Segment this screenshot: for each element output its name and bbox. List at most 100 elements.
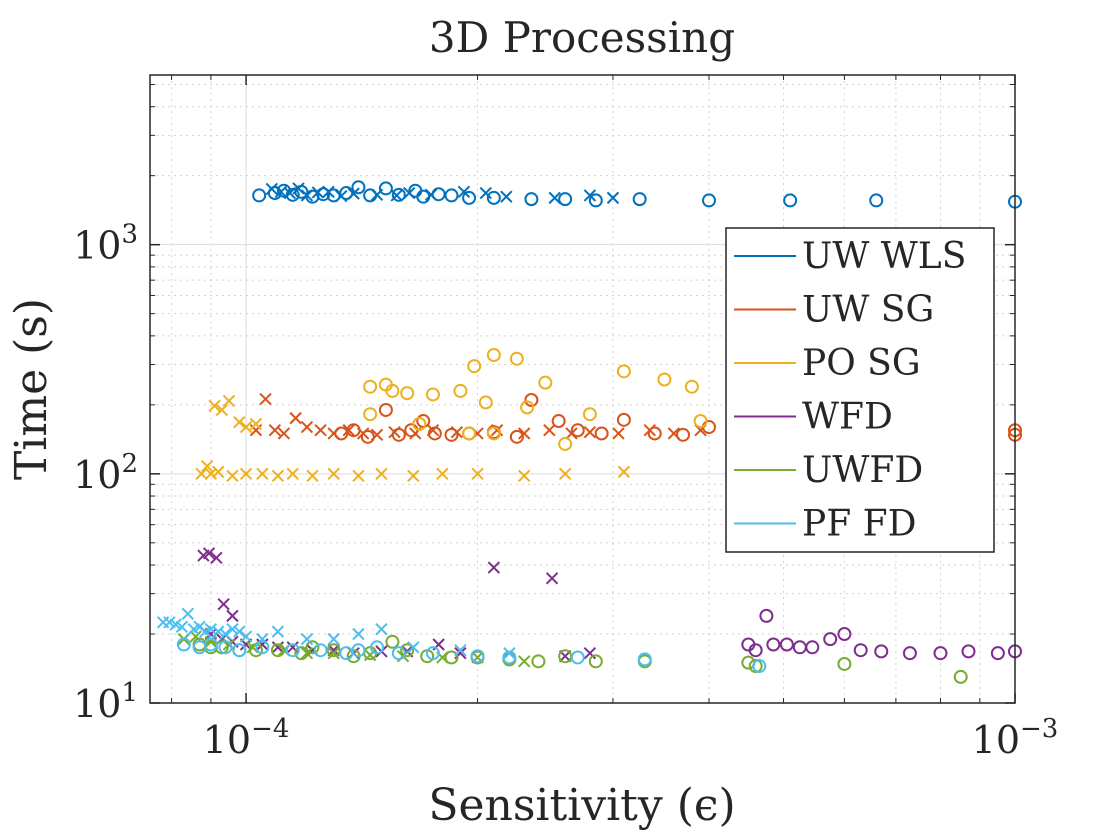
data-point-cross: [342, 424, 355, 437]
data-point-circle: [425, 646, 440, 661]
data-point-cross: [208, 399, 221, 413]
data-point-cross: [370, 188, 384, 202]
data-point-cross: [271, 469, 285, 483]
legend-entry-label: PO SG: [802, 343, 921, 384]
plot-frame: [149, 74, 1016, 704]
data-point-circle: [520, 400, 535, 415]
data-point-cross: [259, 392, 272, 406]
data-point-circle: [594, 426, 609, 441]
data-point-circle: [486, 348, 501, 363]
data-point-circle: [823, 632, 838, 647]
data-point-cross: [479, 186, 492, 200]
data-point-cross: [356, 427, 370, 440]
x-tick-label: 10−3: [972, 714, 1059, 762]
data-point-circle: [470, 649, 485, 664]
data-point-circle: [378, 181, 393, 196]
y-tick-label: 103: [73, 220, 138, 268]
data-point-cross: [327, 467, 340, 481]
data-point-circle: [837, 627, 852, 642]
data-point-cross: [306, 469, 319, 483]
data-point-circle: [524, 192, 539, 207]
data-point-circle: [462, 426, 477, 441]
data-point-cross: [583, 425, 597, 439]
data-point-cross: [239, 420, 253, 434]
data-point-cross: [335, 189, 348, 203]
data-point-cross: [292, 182, 305, 195]
data-point-cross: [558, 467, 572, 481]
data-point-cross: [204, 635, 218, 648]
data-point-circle: [783, 193, 798, 208]
data-point-circle: [961, 644, 976, 659]
data-point-cross: [212, 625, 225, 638]
data-point-cross: [352, 627, 365, 641]
data-point-circle: [632, 192, 647, 207]
data-point-cross: [289, 411, 302, 425]
data-point-circle: [693, 414, 708, 429]
data-point-cross: [271, 625, 285, 638]
data-point-circle: [444, 650, 459, 665]
data-point-cross: [268, 424, 282, 437]
data-point-cross: [388, 425, 401, 439]
data-point-cross: [322, 185, 335, 199]
data-point-circle: [990, 646, 1005, 661]
data-point-circle: [538, 375, 553, 390]
data-point-circle: [385, 383, 400, 398]
data-point-cross: [226, 469, 239, 483]
data-point-cross: [200, 459, 214, 473]
chart-title: 3D Processing: [429, 13, 735, 62]
data-point-circle: [203, 637, 218, 652]
data-point-circle: [486, 190, 501, 205]
data-point-cross: [518, 655, 531, 668]
data-point-cross: [471, 467, 484, 481]
data-point-cross: [210, 551, 223, 565]
data-point-circle: [400, 643, 415, 658]
data-point-cross: [347, 187, 360, 200]
data-point-cross: [352, 469, 365, 483]
data-marks: [156, 180, 1022, 684]
data-point-cross: [219, 627, 232, 641]
data-point-cross: [300, 189, 314, 202]
data-point-cross: [265, 182, 278, 196]
data-point-circle: [218, 640, 233, 655]
data-point-cross: [175, 620, 189, 634]
data-point-cross: [503, 646, 516, 660]
data-point-cross: [181, 607, 195, 621]
data-point-circle: [902, 646, 917, 661]
data-point-circle: [588, 654, 603, 669]
data-point-circle: [874, 644, 889, 659]
data-point-cross: [643, 424, 656, 437]
data-point-cross: [256, 638, 269, 651]
data-point-circle: [509, 429, 524, 444]
data-point-cross: [286, 467, 299, 481]
data-point-circle: [363, 379, 378, 394]
data-point-circle: [363, 407, 378, 422]
data-point-cross: [277, 427, 291, 440]
data-point-cross: [283, 186, 297, 200]
data-point-cross: [612, 427, 625, 440]
data-point-cross: [256, 632, 269, 646]
legend-box: [725, 227, 995, 553]
data-point-circle: [766, 637, 781, 652]
data-point-circle: [616, 364, 631, 379]
data-point-circle: [684, 379, 699, 394]
legend-entry-label: UW WLS: [802, 236, 966, 277]
data-point-cross: [233, 415, 246, 429]
data-point-circle: [558, 436, 573, 451]
data-point-circle: [400, 386, 415, 401]
data-point-circle: [232, 643, 247, 658]
data-point-cross: [457, 185, 471, 199]
y-tick-label: 101: [73, 678, 138, 726]
data-point-cross: [548, 191, 561, 205]
data-point-cross: [246, 641, 259, 654]
data-point-cross: [226, 622, 239, 636]
data-point-circle: [657, 372, 672, 387]
data-point-cross: [202, 547, 216, 560]
y-axis-label: Time (s): [6, 298, 57, 480]
data-point-circle: [837, 656, 852, 671]
data-point-cross: [300, 420, 314, 434]
legend-entry-label: UWFD: [802, 450, 923, 491]
data-point-cross: [204, 467, 218, 481]
data-point-circle: [285, 643, 300, 658]
data-point-circle: [953, 669, 968, 684]
data-point-cross: [239, 630, 253, 643]
